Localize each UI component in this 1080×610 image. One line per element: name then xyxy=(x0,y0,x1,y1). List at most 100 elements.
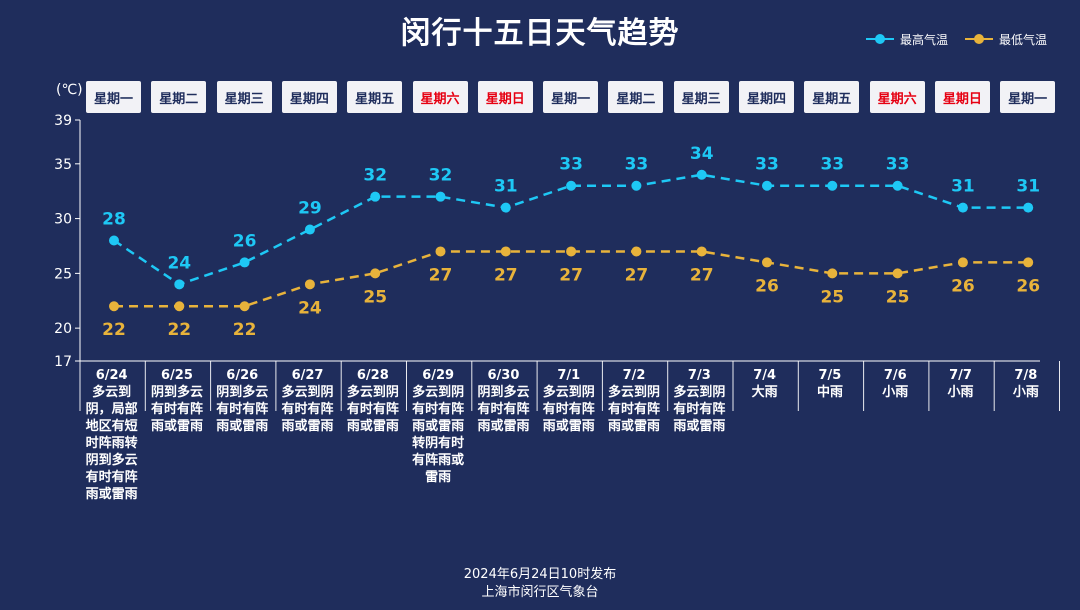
legend-high-label: 最高气温 xyxy=(900,32,949,47)
legend-low[interactable]: 最低气温 xyxy=(965,30,1047,48)
point-high xyxy=(1023,202,1034,213)
day-column: 6/29 多云到阴有时有阵雨或雷雨转阴有时有阵雨或雷雨 xyxy=(408,367,469,486)
day-column: 6/26 阴到多云有时有阵雨或雷雨 xyxy=(212,367,273,435)
legend-low-label: 最低气温 xyxy=(999,32,1048,47)
data-label-high: 33 xyxy=(559,155,583,175)
point-low xyxy=(1023,257,1034,268)
y-axis-unit: (℃) xyxy=(56,82,83,98)
weather-description: 阴到多云有时有阵雨或雷雨 xyxy=(216,385,269,434)
x-tick-label: 7/8 xyxy=(1014,368,1038,383)
weekday-badge: 星期一 xyxy=(86,81,141,113)
chart-title: 闵行十五日天气趋势 xyxy=(400,16,680,51)
data-label-high: 32 xyxy=(429,166,453,186)
data-label-high: 28 xyxy=(102,210,126,230)
weekday-badge: 星期日 xyxy=(934,81,990,113)
data-label-high: 33 xyxy=(625,155,649,175)
data-label-low: 25 xyxy=(886,287,910,307)
data-label-high: 24 xyxy=(167,253,191,273)
day-column: 6/24 多云到阴，局部地区有短时阵雨转阴到多云有时有阵雨或雷雨 xyxy=(81,367,142,503)
day-column: 7/5 中雨 xyxy=(799,367,860,401)
data-label-low: 27 xyxy=(690,265,714,285)
data-label-high: 31 xyxy=(951,177,975,197)
point-low xyxy=(957,257,968,268)
point-high xyxy=(370,191,381,202)
legend-low-marker xyxy=(965,34,993,44)
footer: 2024年6月24日10时发布 上海市闵行区气象台 xyxy=(0,566,1080,602)
point-low xyxy=(762,257,772,268)
data-label-low: 25 xyxy=(363,287,387,307)
x-tick-label: 6/26 xyxy=(226,368,259,383)
weekday-badge: 星期五 xyxy=(347,81,403,113)
weather-description: 小雨 xyxy=(947,385,974,400)
data-label-low: 26 xyxy=(755,276,779,296)
weather-description: 多云到阴有时有阵雨或雷雨 xyxy=(673,385,726,434)
data-label-low: 26 xyxy=(951,276,975,296)
weather-description: 小雨 xyxy=(1012,385,1039,400)
point-high xyxy=(566,180,577,191)
point-high xyxy=(304,224,315,235)
weekday-badge: 星期二 xyxy=(608,81,664,113)
data-label-low: 25 xyxy=(820,287,844,307)
y-tick-label: 30 xyxy=(54,212,72,228)
weather-description: 小雨 xyxy=(882,385,909,400)
y-tick-label: 20 xyxy=(54,321,72,337)
x-tick-label: 7/4 xyxy=(753,368,777,383)
weekday-badge: 星期六 xyxy=(412,81,468,113)
point-high xyxy=(696,169,707,180)
day-column: 7/1 多云到阴有时有阵雨或雷雨 xyxy=(538,367,599,435)
point-low xyxy=(892,268,903,279)
y-tick-label: 17 xyxy=(54,354,72,370)
weather-description: 多云到阴，局部地区有短时阵雨转阴到多云有时有阵雨或雷雨 xyxy=(85,385,138,502)
weather-description: 阴到多云有时有阵雨或雷雨 xyxy=(150,385,203,434)
day-column: 7/2 多云到阴有时有阵雨或雷雨 xyxy=(603,367,664,435)
weather-description: 多云到阴有时有阵雨或雷雨 xyxy=(608,385,661,434)
day-column: 7/8 小雨 xyxy=(995,367,1056,401)
data-label-low: 27 xyxy=(494,265,518,285)
x-tick-label: 6/24 xyxy=(95,368,128,383)
weekday-badge: 星期一 xyxy=(1000,81,1056,113)
point-low xyxy=(500,246,511,257)
weekday-badge: 星期四 xyxy=(739,81,794,113)
x-tick-label: 7/2 xyxy=(622,368,646,383)
x-tick-label: 7/5 xyxy=(818,368,842,383)
x-tick-label: 6/29 xyxy=(422,368,455,383)
publisher: 上海市闵行区气象台 xyxy=(481,585,599,600)
data-label-low: 27 xyxy=(429,265,453,285)
data-label-low: 24 xyxy=(298,298,322,318)
point-high xyxy=(631,180,642,191)
point-high xyxy=(957,202,968,213)
day-column: 6/28 多云到阴有时有阵雨或雷雨 xyxy=(342,367,403,435)
data-label-high: 34 xyxy=(690,144,714,164)
weekday-badge: 星期日 xyxy=(477,81,533,113)
data-label-high: 33 xyxy=(820,155,844,175)
point-high xyxy=(500,202,511,213)
weather-description: 多云到阴有时有阵雨或雷雨转阴有时有阵雨或雷雨 xyxy=(412,385,465,485)
point-high xyxy=(109,235,119,246)
day-column: 7/7 小雨 xyxy=(930,367,991,401)
legend-high[interactable]: 最高气温 xyxy=(866,30,948,48)
day-column: 7/6 小雨 xyxy=(865,367,926,401)
data-label-low: 22 xyxy=(102,320,126,340)
data-label-low: 22 xyxy=(233,320,257,340)
y-tick-label: 39 xyxy=(54,113,72,129)
weekday-badge: 星期六 xyxy=(869,81,925,113)
point-low xyxy=(566,246,577,257)
data-label-high: 33 xyxy=(755,155,779,175)
series-line-high xyxy=(113,173,1029,286)
data-label-high: 33 xyxy=(886,155,910,175)
x-tick-label: 7/6 xyxy=(883,368,907,383)
y-tick-label: 35 xyxy=(54,157,72,173)
data-label-low: 27 xyxy=(559,265,583,285)
x-tick-label: 7/1 xyxy=(557,368,581,383)
point-low xyxy=(827,268,838,279)
weather-description: 多云到阴有时有阵雨或雷雨 xyxy=(281,385,334,434)
x-tick-label: 7/7 xyxy=(949,368,972,383)
data-label-low: 22 xyxy=(167,320,191,340)
point-high xyxy=(892,180,903,191)
data-label-high: 29 xyxy=(298,199,322,219)
point-low xyxy=(435,246,446,257)
data-label-low: 27 xyxy=(625,265,649,285)
data-label-high: 31 xyxy=(1016,177,1040,197)
point-high xyxy=(239,257,250,268)
weather-description: 多云到阴有时有阵雨或雷雨 xyxy=(542,385,595,434)
